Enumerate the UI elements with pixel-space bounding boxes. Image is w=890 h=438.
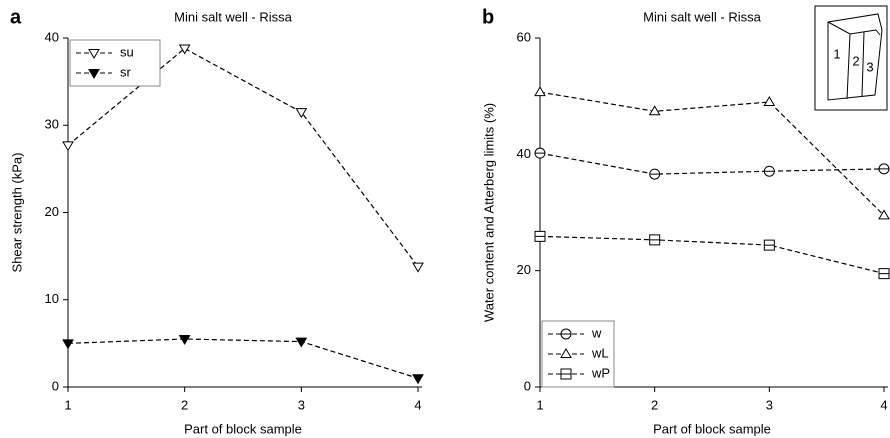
data-point — [878, 163, 890, 175]
inset-frame — [814, 5, 888, 111]
series-line — [539, 235, 885, 275]
data-point — [178, 335, 191, 345]
x-tick-label: 3 — [766, 397, 773, 412]
data-point — [534, 86, 546, 97]
y-tick-label: 40 — [45, 29, 59, 44]
legend-marker — [560, 348, 572, 358]
x-tick-label: 2 — [181, 397, 188, 412]
x-tick-label: 4 — [414, 397, 421, 412]
inset-block — [827, 13, 883, 101]
y-tick-label: 0 — [52, 378, 59, 393]
x-axis-label: Part of block sample — [653, 421, 771, 436]
y-tick-label: 0 — [524, 378, 531, 393]
legend-label: su — [120, 44, 134, 59]
data-point — [763, 165, 775, 177]
data-point — [295, 108, 308, 119]
x-tick-label: 3 — [298, 397, 305, 412]
panel-label: a — [10, 6, 22, 28]
inset: 1 2 3 — [814, 5, 888, 111]
legend-marker — [560, 368, 572, 380]
data-point — [763, 239, 775, 251]
series-line — [539, 152, 885, 175]
y-tick-label: 10 — [45, 291, 59, 306]
data-point — [649, 168, 661, 180]
legend-box — [69, 39, 161, 87]
inset-label: 3 — [866, 59, 873, 74]
legend-marker — [88, 69, 100, 79]
y-tick-label: 60 — [517, 29, 531, 44]
data-point — [178, 44, 191, 55]
data-point — [534, 147, 546, 159]
data-point — [648, 105, 661, 116]
inset-label: 1 — [833, 46, 840, 61]
x-tick-label: 2 — [651, 397, 658, 412]
y-tick-label: 20 — [45, 204, 59, 219]
panel-label: b — [482, 6, 494, 28]
legend-label: wL — [591, 345, 609, 360]
data-point — [412, 262, 424, 273]
legend-marker — [88, 49, 100, 59]
data-point — [649, 234, 661, 246]
series-line — [67, 47, 419, 267]
data-point — [62, 141, 74, 152]
series-line — [67, 338, 419, 379]
y-axis-label: Water content and Atterberg limits (%) — [481, 103, 496, 322]
data-point — [62, 339, 74, 350]
axes — [67, 38, 422, 388]
data-point — [763, 95, 776, 106]
data-point — [412, 374, 424, 385]
chart-title: Mini salt well - Rissa — [643, 9, 762, 24]
chart-title: Mini salt well - Rissa — [174, 9, 293, 24]
inset-label: 2 — [852, 53, 859, 68]
data-point — [878, 209, 890, 220]
x-tick-label: 1 — [536, 397, 543, 412]
y-axis-label: Shear strength (kPa) — [9, 153, 24, 273]
y-tick-label: 20 — [517, 262, 531, 277]
legend-label: wP — [591, 365, 610, 380]
legend-label: w — [591, 325, 602, 340]
legend-marker — [560, 328, 572, 340]
series-line — [539, 91, 885, 216]
y-tick-label: 30 — [45, 117, 59, 132]
y-tick-label: 40 — [517, 146, 531, 161]
x-tick-label: 4 — [880, 397, 887, 412]
x-axis-label: Part of block sample — [184, 421, 302, 436]
legend-box — [541, 320, 615, 388]
data-point — [878, 268, 890, 280]
data-point — [534, 230, 546, 242]
x-tick-label: 1 — [64, 397, 71, 412]
data-point — [295, 337, 308, 348]
legend-label: sr — [120, 64, 132, 79]
